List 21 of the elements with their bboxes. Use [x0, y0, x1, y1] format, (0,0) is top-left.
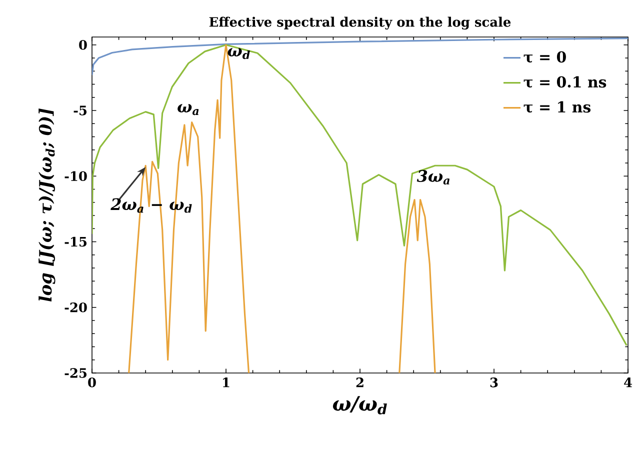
x-tick-label: 1	[223, 378, 230, 388]
x-axis-title: ω/ω$_{d}$	[332, 396, 387, 414]
x-tick-label: 4	[624, 378, 632, 388]
line-series	[92, 44, 628, 346]
x-tick-label: 2	[356, 378, 364, 388]
legend-label: τ = 1 ns	[524, 101, 591, 113]
annotation: 3ω$_{a}$	[416, 170, 450, 185]
y-tick-label: -25	[64, 368, 87, 378]
y-tick-label: -10	[64, 171, 87, 182]
y-tick-label: -20	[64, 302, 87, 312]
x-tick-label: 3	[490, 378, 498, 388]
y-axis-title: log [J(ω; τ)/J(ω$_{d}$; 0)]	[38, 108, 56, 302]
annotation: ω$_{a}$	[178, 104, 199, 116]
legend-label: τ = 0	[524, 51, 566, 63]
chart-title: Effective spectral density on the log scale	[209, 16, 511, 30]
y-tick-label: -15	[64, 236, 87, 247]
x-tick-label: 0	[88, 378, 96, 388]
annotation: ω$_{d}$	[228, 48, 250, 60]
legend-label: τ = 0.1 ns	[524, 76, 606, 88]
y-tick-label: 0	[79, 40, 87, 50]
y-tick-label: -5	[74, 106, 87, 116]
